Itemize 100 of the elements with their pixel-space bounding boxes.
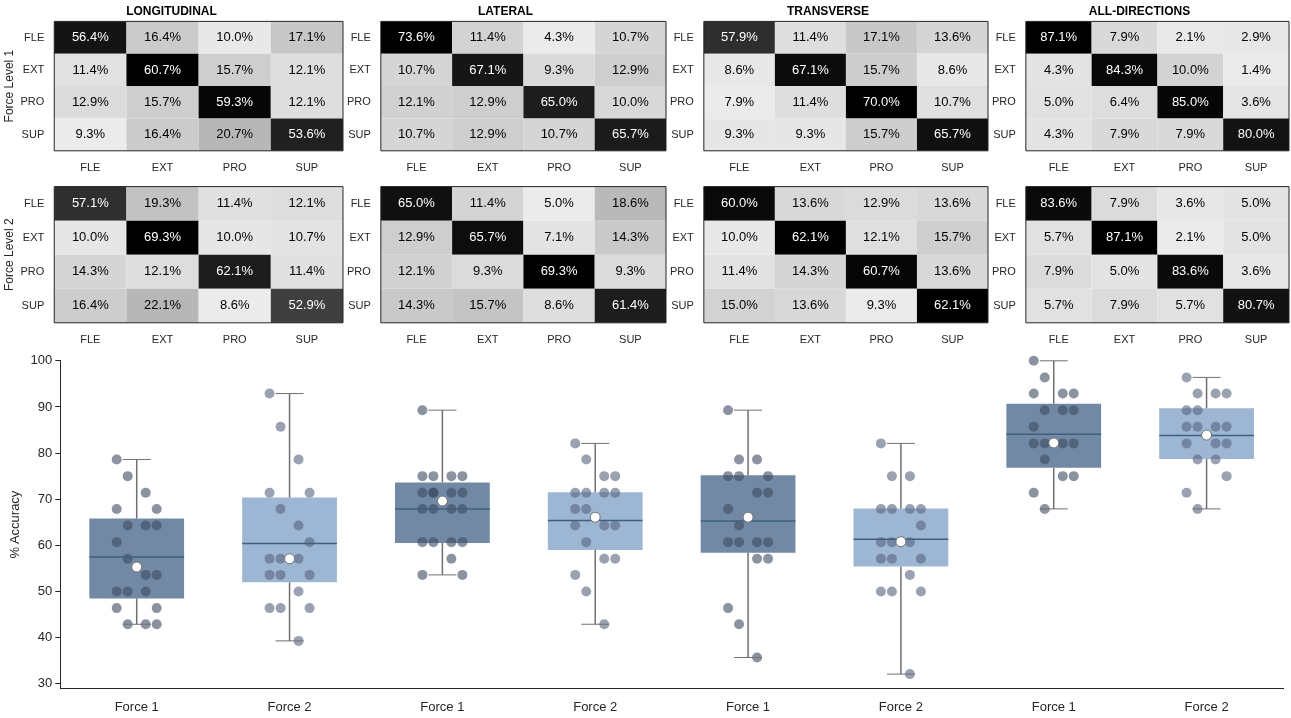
y-tick-label: EXT (672, 62, 695, 75)
data-label: 5.7% (1175, 297, 1206, 313)
y-tick-label: PRO (346, 264, 372, 277)
x-tick-label: PRO (869, 333, 894, 346)
data-label: 3.6% (1175, 195, 1206, 211)
data-label: 11.4% (216, 195, 254, 211)
data-label: 62.1% (791, 229, 830, 245)
data-label: 73.6% (398, 29, 436, 45)
y-tick-label: PRO (346, 95, 372, 108)
x-tick-label: PRO (1178, 161, 1203, 174)
data-label: 4.3% (1043, 61, 1074, 77)
data-label: 11.4% (288, 263, 326, 279)
y-tick-label: FLE (350, 30, 371, 43)
data-label: 10.7% (540, 126, 578, 142)
data-label: 80.7% (1237, 297, 1275, 313)
data-label: 70.0% (863, 93, 901, 109)
y-tick-label: SUP (993, 298, 1016, 311)
data-label: 11.4% (792, 93, 829, 109)
data-label: 14.3% (611, 229, 650, 245)
data-label: 56.4% (71, 29, 110, 45)
data-label: 3.6% (1241, 263, 1272, 279)
data-label: 57.9% (720, 29, 759, 45)
data-label: 15.7% (216, 61, 254, 77)
x-tick-label: FLE (1048, 333, 1069, 346)
x-tick-label: PRO (869, 161, 894, 174)
data-label: 65.7% (934, 126, 972, 142)
y-tick-label: FLE (995, 30, 1016, 43)
x-tick-label: SUP (1244, 333, 1268, 346)
y-tick-label: FLE (350, 196, 371, 209)
x-tick-label: EXT (799, 161, 822, 174)
data-label: 16.4% (71, 297, 110, 313)
x-tick-label: FLE (729, 161, 750, 174)
y-tick-label: 60 (37, 536, 53, 552)
data-label: 12.9% (71, 93, 110, 109)
x-tick-label: PRO (547, 333, 572, 346)
x-tick-label: Force 2 (1184, 698, 1229, 714)
data-label: 59.3% (216, 93, 254, 109)
y-tick-label: 50 (37, 583, 53, 599)
x-tick-label: PRO (222, 333, 248, 346)
data-label: 9.3% (724, 126, 755, 142)
data-label: 12.9% (469, 126, 507, 142)
data-label: 10.7% (398, 61, 436, 77)
data-label: 12.1% (398, 263, 436, 279)
data-label: 8.6% (937, 61, 968, 77)
data-label: 5.7% (1043, 229, 1074, 245)
data-label: 15.7% (469, 297, 507, 313)
x-tick-label: EXT (1113, 161, 1136, 174)
y-tick-label: SUP (993, 127, 1016, 140)
data-label: 7.1% (544, 229, 575, 245)
data-label: 15.7% (863, 126, 901, 142)
data-label: 13.6% (934, 195, 972, 211)
data-label: 65.7% (611, 126, 650, 142)
data-label: 11.4% (469, 195, 507, 211)
y-tick-label: EXT (994, 230, 1017, 243)
x-tick-label: Force 1 (114, 698, 159, 714)
chart-title: ALL-DIRECTIONS (1088, 3, 1191, 18)
data-label: 3.6% (1241, 93, 1272, 109)
data-label: 15.0% (720, 297, 759, 313)
x-tick-label: Force 2 (573, 698, 618, 714)
x-tick-label: FLE (406, 333, 427, 346)
data-label: 19.3% (144, 195, 182, 211)
data-label: 12.9% (863, 195, 901, 211)
x-tick-label: Force 1 (726, 698, 771, 714)
x-tick-label: SUP (619, 161, 642, 174)
data-label: 22.1% (144, 297, 182, 313)
chart-title: LATERAL (477, 3, 534, 18)
data-label: 20.7% (216, 126, 254, 142)
data-label: 10.0% (1171, 61, 1210, 77)
data-label: 5.0% (1241, 229, 1272, 245)
data-label: 53.6% (288, 126, 326, 142)
y-tick-label: PRO (991, 95, 1017, 108)
data-label: 16.4% (144, 29, 182, 45)
data-label: 2.9% (1241, 29, 1272, 45)
data-label: 13.6% (934, 263, 972, 279)
x-tick-label: EXT (151, 333, 174, 346)
data-label: 12.1% (288, 93, 326, 109)
data-label: 87.1% (1040, 29, 1078, 45)
x-tick-label: EXT (477, 161, 499, 174)
data-label: 5.7% (1043, 297, 1074, 313)
data-label: 5.0% (1043, 93, 1074, 109)
data-label: 15.7% (934, 229, 972, 245)
data-label: 13.6% (791, 195, 830, 211)
x-tick-label: SUP (1244, 161, 1268, 174)
y-axis-title: % Accuracy (7, 490, 23, 559)
data-label: 9.3% (866, 297, 897, 313)
data-label: 5.0% (1109, 263, 1140, 279)
data-label: 5.0% (544, 195, 575, 211)
data-label: 10.0% (216, 229, 254, 245)
data-label: 80.0% (1237, 126, 1275, 142)
data-label: 7.9% (1109, 126, 1140, 142)
chart-title: TRANSVERSE (786, 3, 870, 18)
data-label: 15.7% (144, 93, 182, 109)
data-label: 9.3% (615, 263, 646, 279)
data-label: 10.7% (398, 126, 436, 142)
x-tick-label: SUP (941, 333, 964, 346)
chart-title: LONGITUDINAL (126, 3, 217, 18)
x-tick-label: FLE (729, 333, 750, 346)
x-tick-label: SUP (941, 161, 964, 174)
data-label: 9.3% (472, 263, 504, 279)
data-label: 83.6% (1171, 263, 1210, 279)
